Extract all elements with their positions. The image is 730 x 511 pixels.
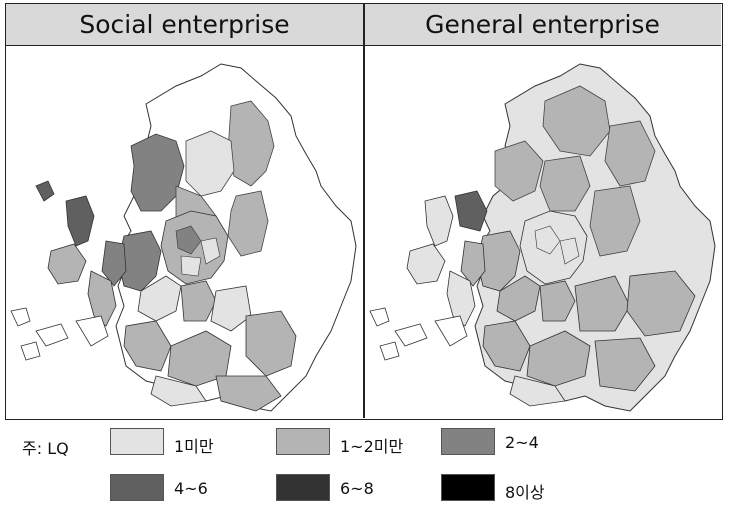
legend-title: 주: LQ — [22, 439, 69, 458]
panel-divider — [363, 4, 365, 418]
panel-title-general: General enterprise — [364, 4, 721, 46]
legend-label-1to2: 1~2미만 — [340, 437, 404, 456]
map-legend: 주: LQ 1미만 1~2미만 2~4 4~6 6~8 8이상 — [0, 420, 730, 511]
legend-swatch-lt1 — [110, 428, 164, 455]
legend-swatch-6to8 — [276, 474, 330, 501]
legend-swatch-8plus — [441, 474, 495, 501]
panel-title-social: Social enterprise — [6, 4, 364, 46]
legend-label-2to4: 2~4 — [505, 433, 539, 452]
legend-swatch-4to6 — [110, 474, 164, 501]
map-figure-frame: Social enterprise General enterprise — [5, 3, 723, 420]
legend-label-6to8: 6~8 — [340, 479, 374, 498]
legend-label-lt1: 1미만 — [174, 437, 214, 456]
map-general-enterprise — [369, 63, 716, 412]
map-social-enterprise — [10, 63, 357, 412]
legend-swatch-1to2 — [276, 428, 330, 455]
legend-label-4to6: 4~6 — [174, 479, 208, 498]
legend-swatch-2to4 — [441, 428, 495, 455]
legend-label-8plus: 8이상 — [505, 483, 545, 502]
